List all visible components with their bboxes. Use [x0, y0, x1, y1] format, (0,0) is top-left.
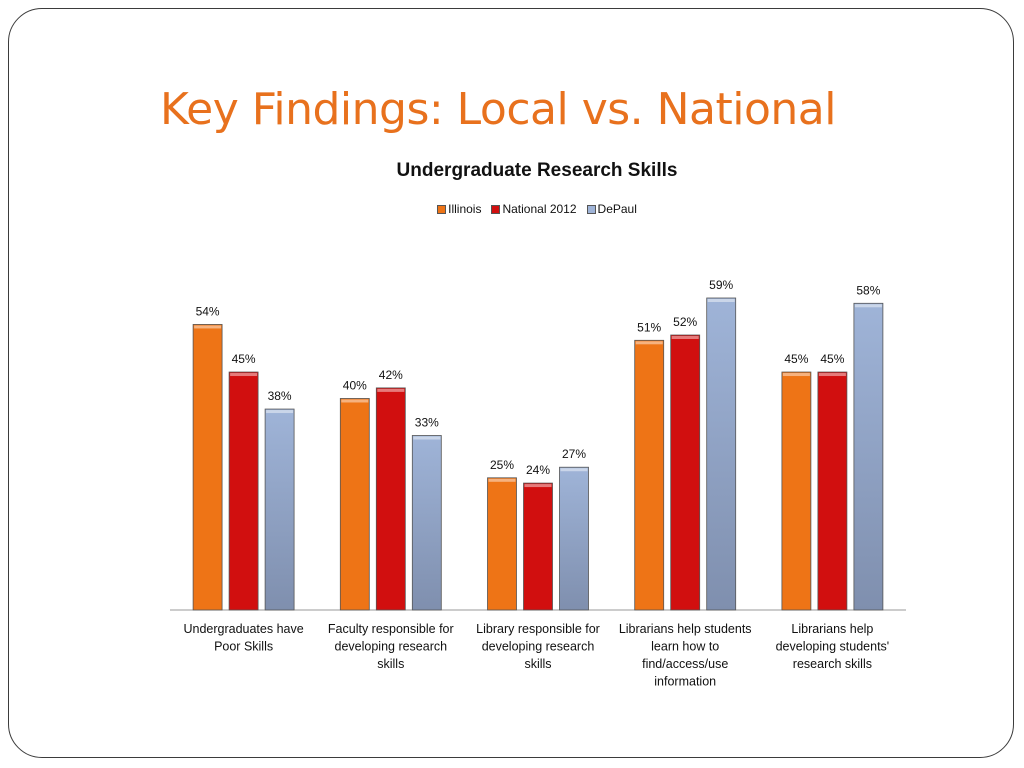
- data-label: 33%: [415, 415, 439, 429]
- legend-swatch-illinois: [437, 204, 447, 214]
- data-label: 27%: [562, 447, 586, 461]
- bar-illinois-1: [339, 398, 370, 611]
- data-label: 59%: [709, 278, 733, 292]
- category-label-line: developing students': [776, 640, 890, 654]
- category-label-line: Faculty responsible for: [328, 622, 454, 636]
- legend-item-illinois: Illinois: [437, 202, 481, 216]
- data-label: 45%: [820, 352, 844, 366]
- chart-title: Undergraduate Research Skills: [396, 160, 678, 181]
- bar-national-2012-1: [375, 387, 406, 611]
- bar-depaul-2: [559, 466, 589, 611]
- bar-depaul-4: [853, 302, 884, 611]
- data-label: 51%: [637, 320, 661, 334]
- data-label: 52%: [673, 315, 697, 329]
- category-label: Library responsible for developing resear…: [476, 622, 600, 671]
- bar-highlight: [782, 373, 810, 377]
- bar-illinois-3: [634, 339, 665, 611]
- bar-highlight: [524, 484, 552, 488]
- bar-highlight: [377, 388, 405, 392]
- legend-swatch-national-2012: [491, 204, 501, 214]
- category-label: Faculty responsible for developing resear…: [328, 622, 454, 671]
- data-label: 42%: [379, 368, 403, 382]
- category-label-line: skills: [377, 657, 404, 671]
- bar-highlight: [707, 299, 735, 302]
- bar-highlight: [488, 478, 516, 482]
- data-label: 25%: [490, 458, 514, 472]
- legend-label-depaul: DePaul: [597, 202, 637, 216]
- category-label-line: Librarians help: [791, 622, 873, 636]
- bar-national-2012-2: [523, 482, 553, 611]
- category-label-line: Poor Skills: [214, 640, 273, 654]
- legend-item-national-2012: National 2012: [491, 202, 577, 216]
- bar-national-2012-0: [228, 371, 259, 611]
- bar-highlight: [413, 436, 441, 440]
- bar-highlight: [854, 304, 882, 308]
- bar-national-2012-4: [817, 371, 848, 611]
- data-label: 58%: [856, 283, 880, 297]
- bar-highlight: [341, 399, 369, 403]
- bar-national-2012-3: [670, 334, 701, 611]
- legend-label-national-2012: National 2012: [502, 202, 577, 216]
- category-label-line: Library responsible for: [476, 622, 600, 636]
- slide-title: Key Findings: Local vs. National: [160, 84, 837, 135]
- category-label: Librarians help developing students' resea…: [776, 622, 890, 671]
- data-label: 38%: [268, 389, 292, 403]
- category-label-line: information: [654, 675, 716, 689]
- data-label: 24%: [526, 463, 550, 477]
- bar-depaul-0: [264, 408, 295, 611]
- category-label-line: find/access/use: [642, 657, 728, 671]
- category-label-line: developing research: [482, 640, 595, 654]
- category-label-line: Librarians help students: [619, 622, 752, 636]
- bar-highlight: [635, 341, 663, 345]
- legend-label-illinois: Illinois: [448, 202, 482, 216]
- bar-illinois-4: [781, 371, 812, 611]
- data-label: 40%: [343, 378, 367, 392]
- bar-depaul-3: [706, 297, 737, 611]
- bar-highlight: [671, 336, 699, 340]
- category-label-line: developing research: [335, 640, 448, 654]
- bar-highlight: [266, 410, 294, 414]
- data-label: 45%: [232, 352, 256, 366]
- category-label-line: skills: [524, 657, 551, 671]
- bar-highlight: [194, 325, 222, 329]
- data-label: 45%: [784, 352, 808, 366]
- bar-highlight: [230, 373, 258, 377]
- bar-highlight: [818, 373, 846, 377]
- category-label: Undergraduates have Poor Skills: [183, 622, 303, 654]
- bar-depaul-1: [411, 435, 442, 611]
- legend-swatch-depaul: [586, 204, 596, 214]
- category-label-line: learn how to: [651, 640, 719, 654]
- category-label: Librarians help students learn how to find…: [619, 622, 752, 689]
- chart-legend: Illinois National 2012 DePaul: [0, 202, 1024, 216]
- bar-highlight: [560, 468, 588, 472]
- category-label-line: Undergraduates have: [183, 622, 303, 636]
- category-label-line: research skills: [793, 657, 872, 671]
- bar-illinois-0: [192, 324, 223, 611]
- bar-illinois-2: [487, 477, 517, 611]
- data-label: 54%: [196, 304, 220, 318]
- legend-item-depaul: DePaul: [586, 202, 637, 216]
